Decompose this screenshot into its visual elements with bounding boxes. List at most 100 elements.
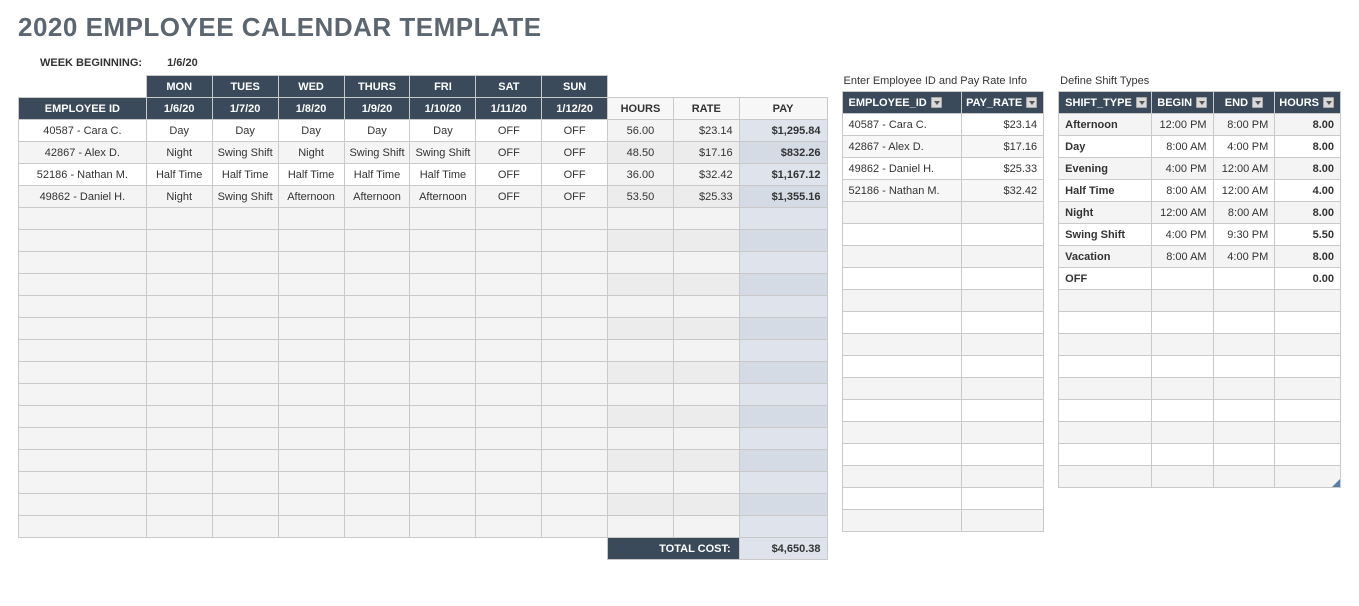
shift-cell[interactable] — [344, 362, 410, 384]
shift-hours-cell[interactable] — [1275, 400, 1341, 422]
shift-cell[interactable] — [146, 494, 212, 516]
shift-begin-cell[interactable] — [1151, 444, 1213, 466]
shift-cell[interactable] — [410, 494, 476, 516]
shift-end-cell[interactable] — [1213, 422, 1275, 444]
shift-cell[interactable] — [542, 384, 608, 406]
shift-cell[interactable] — [146, 516, 212, 538]
employee-cell[interactable] — [19, 208, 147, 230]
shift-end-cell[interactable]: 4:00 PM — [1213, 136, 1275, 158]
shift-begin-cell[interactable]: 4:00 PM — [1151, 224, 1213, 246]
employee-cell[interactable] — [19, 340, 147, 362]
payrate-cell[interactable] — [962, 268, 1044, 290]
employee-cell[interactable] — [842, 510, 962, 532]
shift-hours-cell[interactable]: 8.00 — [1275, 136, 1341, 158]
employee-cell[interactable] — [842, 312, 962, 334]
shift-cell[interactable] — [344, 428, 410, 450]
shift-cell[interactable]: Day — [146, 120, 212, 142]
shift-type-cell[interactable]: Half Time — [1059, 180, 1152, 202]
payrate-cell[interactable] — [962, 466, 1044, 488]
shift-hours-cell[interactable]: 8.00 — [1275, 114, 1341, 136]
employee-cell[interactable]: 40587 - Cara C. — [842, 114, 962, 136]
employee-cell[interactable] — [19, 362, 147, 384]
employee-cell[interactable] — [19, 428, 147, 450]
shift-cell[interactable] — [410, 318, 476, 340]
schedule-table[interactable]: MONTUESWEDTHURSFRISATSUNEMPLOYEE ID1/6/2… — [18, 75, 828, 560]
shift-end-cell[interactable] — [1213, 466, 1275, 488]
shift-table[interactable]: SHIFT_TYPEBEGINENDHOURSAfternoon12:00 PM… — [1058, 91, 1341, 488]
shift-cell[interactable] — [212, 472, 278, 494]
shift-cell[interactable] — [212, 384, 278, 406]
shift-cell[interactable] — [542, 274, 608, 296]
employee-cell[interactable]: 42867 - Alex D. — [842, 136, 962, 158]
shift-cell[interactable] — [344, 252, 410, 274]
shift-cell[interactable] — [542, 230, 608, 252]
shift-cell[interactable]: Day — [344, 120, 410, 142]
shift-cell[interactable] — [146, 274, 212, 296]
shift-end-cell[interactable] — [1213, 268, 1275, 290]
shift-cell[interactable]: Half Time — [212, 164, 278, 186]
shift-cell[interactable] — [212, 406, 278, 428]
employee-cell[interactable] — [19, 406, 147, 428]
shift-cell[interactable] — [212, 428, 278, 450]
shift-cell[interactable] — [344, 472, 410, 494]
payrate-cell[interactable]: $17.16 — [962, 136, 1044, 158]
shift-cell[interactable]: Swing Shift — [344, 142, 410, 164]
shift-type-cell[interactable] — [1059, 400, 1152, 422]
payrate-cell[interactable] — [962, 334, 1044, 356]
shift-cell[interactable] — [212, 362, 278, 384]
shift-cell[interactable] — [476, 274, 542, 296]
shift-cell[interactable] — [344, 318, 410, 340]
employee-cell[interactable]: 49862 - Daniel H. — [19, 186, 147, 208]
shift-hours-cell[interactable] — [1275, 466, 1341, 488]
shift-end-cell[interactable] — [1213, 378, 1275, 400]
employee-cell[interactable] — [19, 450, 147, 472]
shift-hours-cell[interactable] — [1275, 444, 1341, 466]
shift-cell[interactable] — [344, 384, 410, 406]
employee-cell[interactable] — [19, 516, 147, 538]
shift-cell[interactable] — [344, 494, 410, 516]
shift-cell[interactable] — [410, 428, 476, 450]
employee-cell[interactable] — [842, 224, 962, 246]
shift-begin-cell[interactable] — [1151, 422, 1213, 444]
shift-cell[interactable] — [542, 296, 608, 318]
shift-cell[interactable]: Swing Shift — [212, 186, 278, 208]
payrate-cell[interactable] — [962, 444, 1044, 466]
shift-hours-cell[interactable]: 8.00 — [1275, 246, 1341, 268]
shift-type-cell[interactable] — [1059, 290, 1152, 312]
column-header[interactable]: HOURS — [1275, 92, 1341, 114]
employee-cell[interactable] — [842, 202, 962, 224]
shift-cell[interactable] — [278, 494, 344, 516]
shift-cell[interactable]: Afternoon — [278, 186, 344, 208]
shift-type-cell[interactable] — [1059, 312, 1152, 334]
employee-cell[interactable]: 42867 - Alex D. — [19, 142, 147, 164]
shift-cell[interactable] — [410, 230, 476, 252]
shift-type-cell[interactable]: Vacation — [1059, 246, 1152, 268]
shift-type-cell[interactable]: Night — [1059, 202, 1152, 224]
shift-begin-cell[interactable] — [1151, 466, 1213, 488]
shift-cell[interactable]: Half Time — [146, 164, 212, 186]
shift-cell[interactable] — [344, 340, 410, 362]
column-header[interactable]: END — [1213, 92, 1275, 114]
shift-cell[interactable] — [146, 450, 212, 472]
shift-cell[interactable] — [146, 384, 212, 406]
employee-cell[interactable]: 49862 - Daniel H. — [842, 158, 962, 180]
shift-cell[interactable] — [542, 428, 608, 450]
shift-cell[interactable] — [212, 450, 278, 472]
shift-cell[interactable] — [278, 516, 344, 538]
shift-cell[interactable] — [278, 406, 344, 428]
employee-cell[interactable]: 52186 - Nathan M. — [842, 180, 962, 202]
shift-cell[interactable] — [476, 406, 542, 428]
shift-cell[interactable] — [542, 494, 608, 516]
shift-cell[interactable] — [476, 494, 542, 516]
payrate-cell[interactable] — [962, 378, 1044, 400]
shift-cell[interactable] — [542, 362, 608, 384]
shift-cell[interactable] — [344, 450, 410, 472]
shift-end-cell[interactable]: 8:00 PM — [1213, 114, 1275, 136]
shift-cell[interactable] — [476, 516, 542, 538]
shift-cell[interactable]: OFF — [542, 120, 608, 142]
shift-type-cell[interactable] — [1059, 334, 1152, 356]
employee-cell[interactable] — [842, 356, 962, 378]
shift-hours-cell[interactable] — [1275, 290, 1341, 312]
shift-cell[interactable] — [542, 406, 608, 428]
employee-cell[interactable] — [19, 274, 147, 296]
